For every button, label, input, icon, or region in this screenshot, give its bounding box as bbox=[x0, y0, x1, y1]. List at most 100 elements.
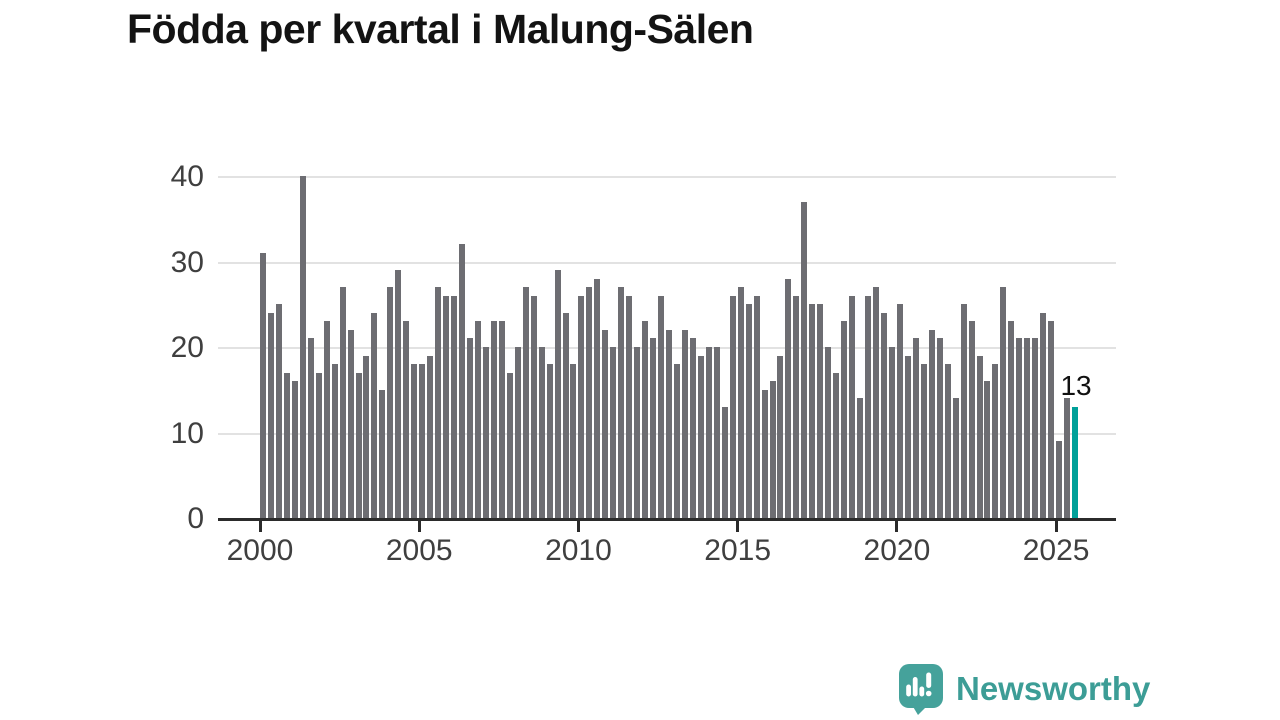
y-axis-tick-label: 0 bbox=[187, 502, 204, 535]
bar bbox=[666, 329, 673, 518]
bar bbox=[833, 372, 840, 518]
bar bbox=[769, 381, 776, 518]
y-axis-tick-label: 10 bbox=[170, 416, 204, 450]
bar bbox=[260, 252, 266, 518]
bar bbox=[562, 312, 569, 518]
bar bbox=[793, 295, 800, 518]
x-axis-tick-label: 2000 bbox=[226, 534, 294, 567]
bar bbox=[745, 304, 752, 518]
bar bbox=[267, 312, 274, 518]
bar bbox=[865, 295, 872, 518]
bar bbox=[347, 329, 354, 518]
bar bbox=[578, 295, 585, 518]
bar bbox=[888, 347, 895, 518]
y-axis-tick-label: 20 bbox=[170, 331, 204, 364]
bar bbox=[427, 355, 434, 518]
bar bbox=[817, 304, 824, 518]
y-axis-tick-label: 40 bbox=[170, 160, 204, 193]
bar bbox=[498, 321, 505, 518]
bar bbox=[1008, 321, 1015, 518]
bar bbox=[673, 364, 680, 518]
bar-highlighted bbox=[1072, 406, 1079, 518]
bar bbox=[490, 321, 497, 518]
x-axis-tick-label: 2005 bbox=[385, 534, 453, 567]
newsworthy-wordmark: Newsworthy bbox=[956, 670, 1151, 707]
bar bbox=[570, 364, 577, 518]
bar bbox=[1064, 398, 1071, 518]
bar bbox=[849, 295, 856, 518]
bar bbox=[761, 389, 768, 518]
bar bbox=[586, 287, 593, 518]
bar bbox=[315, 372, 322, 518]
bar bbox=[339, 287, 346, 518]
bar bbox=[785, 278, 792, 518]
bar bbox=[960, 304, 967, 518]
newsworthy-logo: Newsworthy bbox=[898, 663, 1150, 715]
x-axis-tick-label: 2025 bbox=[1022, 534, 1090, 567]
bar bbox=[554, 270, 561, 518]
bar bbox=[395, 270, 402, 518]
bar bbox=[443, 295, 450, 518]
highlight-value-label: 13 bbox=[1060, 369, 1092, 401]
bar bbox=[474, 321, 481, 518]
bar bbox=[482, 347, 489, 518]
bar bbox=[1000, 287, 1007, 518]
bar bbox=[323, 321, 330, 518]
bar bbox=[809, 304, 816, 518]
bar bbox=[459, 244, 466, 518]
bar bbox=[371, 312, 378, 518]
bar bbox=[753, 295, 760, 518]
x-axis-tick-mark bbox=[895, 521, 899, 532]
bar bbox=[912, 338, 919, 518]
bar bbox=[435, 287, 442, 518]
bar bbox=[618, 287, 625, 518]
bar bbox=[928, 329, 935, 518]
bar bbox=[944, 364, 951, 518]
gridline-y-30 bbox=[218, 261, 1116, 264]
bar bbox=[626, 295, 633, 518]
bar bbox=[952, 398, 959, 518]
bar bbox=[825, 347, 832, 518]
bar bbox=[689, 338, 696, 518]
bar bbox=[1056, 441, 1063, 518]
bar bbox=[976, 355, 983, 518]
gridline-y-40 bbox=[218, 176, 1116, 178]
bar bbox=[514, 347, 521, 518]
bar bbox=[610, 347, 617, 518]
bar bbox=[331, 364, 338, 518]
bar bbox=[403, 321, 410, 518]
bar bbox=[896, 304, 903, 518]
bar bbox=[275, 304, 282, 518]
bar bbox=[451, 295, 458, 518]
bar bbox=[642, 321, 649, 518]
bar bbox=[594, 278, 601, 518]
bar bbox=[291, 381, 298, 518]
bar bbox=[729, 295, 736, 518]
bar bbox=[936, 338, 943, 518]
bar bbox=[387, 287, 394, 518]
bar bbox=[283, 372, 290, 518]
bar bbox=[705, 347, 712, 518]
bar bbox=[546, 364, 553, 518]
bar bbox=[777, 355, 784, 518]
bar bbox=[801, 201, 808, 518]
chart-title: Födda per kvartal i Malung-Sälen bbox=[127, 6, 754, 52]
bar-chart-speech-bubble-icon bbox=[899, 664, 943, 715]
x-axis-tick-label: 2010 bbox=[545, 534, 612, 567]
x-axis-tick-mark bbox=[258, 521, 262, 532]
bar bbox=[1040, 312, 1047, 518]
bar bbox=[1016, 338, 1023, 518]
bar bbox=[968, 321, 975, 518]
bar bbox=[681, 329, 688, 518]
bar bbox=[506, 372, 513, 518]
bar bbox=[992, 364, 999, 518]
bar bbox=[650, 338, 657, 518]
x-axis-line bbox=[218, 518, 1116, 521]
bar bbox=[530, 295, 537, 518]
bar bbox=[522, 287, 529, 518]
y-axis-tick-label: 30 bbox=[170, 245, 204, 279]
bar bbox=[873, 287, 879, 518]
bar bbox=[904, 355, 911, 518]
bar bbox=[1024, 338, 1031, 518]
